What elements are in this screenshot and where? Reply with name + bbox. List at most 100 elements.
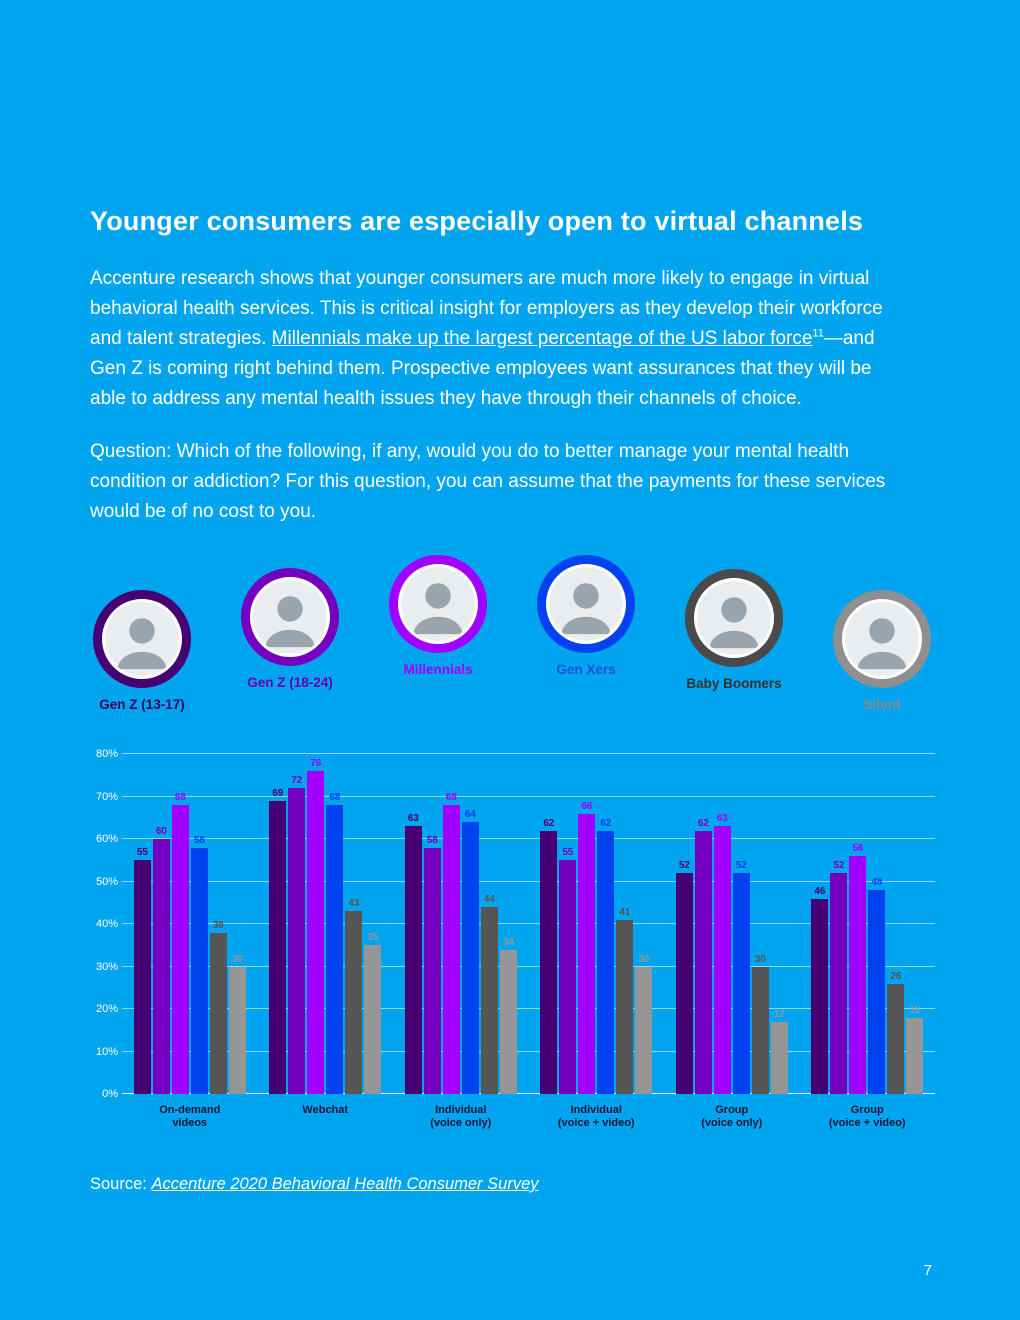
bar-rect bbox=[578, 813, 596, 1094]
y-tick-0: 0% bbox=[102, 1088, 118, 1100]
bar-rect bbox=[269, 800, 287, 1094]
category-label-6: Group (voice + video) bbox=[828, 1104, 906, 1129]
bar-rect bbox=[499, 949, 517, 1094]
avatar-ring-gen-z-18-24 bbox=[241, 568, 339, 666]
bar-millennials-group-4: 66 bbox=[578, 801, 596, 1094]
bar-rect bbox=[559, 860, 577, 1094]
y-tick-80: 80% bbox=[95, 748, 118, 760]
bar-rect bbox=[675, 873, 693, 1094]
avatar-photo-gen-z-13-17 bbox=[105, 602, 179, 676]
avatar-photo-silent bbox=[845, 602, 919, 676]
chart-category-labels: On-demand videos Webchat Individual (voice o… bbox=[122, 1104, 935, 1130]
bar-gen-z-18-24-group-4: 55 bbox=[559, 847, 577, 1094]
bar-silent-group-4: 30 bbox=[635, 953, 653, 1094]
bar-rect bbox=[461, 822, 479, 1094]
bar-gen-z-18-24-group-6: 52 bbox=[830, 860, 848, 1094]
avatar-label-baby-boomers: Baby Boomers bbox=[686, 676, 782, 691]
labor-force-link[interactable]: Millennials make up the largest percenta… bbox=[271, 328, 813, 349]
source-link[interactable]: Accenture 2020 Behavioral Health Consume… bbox=[151, 1175, 539, 1193]
bar-groups: 55 60 68 58 38 30 69 72 76 68 43 35 63 58 68 64 44 34 62 55… bbox=[122, 754, 935, 1094]
avatar-gen-xers: Gen Xers bbox=[516, 555, 656, 712]
bar-value-label: 76 bbox=[310, 758, 322, 769]
bar-rect bbox=[190, 847, 208, 1094]
bar-rect bbox=[404, 826, 422, 1094]
bar-silent-group-6: 18 bbox=[906, 1005, 924, 1094]
bar-value-label: 68 bbox=[329, 792, 341, 803]
bar-rect bbox=[868, 890, 886, 1094]
bar-rect bbox=[811, 898, 829, 1094]
bar-value-label: 41 bbox=[619, 906, 631, 918]
bar-millennials-group-1: 68 bbox=[171, 792, 189, 1094]
avatar-ring-baby-boomers bbox=[685, 569, 783, 667]
bar-baby-boomers-group-1: 38 bbox=[209, 919, 227, 1094]
bar-value-label: 62 bbox=[600, 817, 612, 829]
bar-value-label: 35 bbox=[367, 932, 379, 944]
avatar-millennials: Millennials bbox=[368, 555, 508, 712]
bar-rect bbox=[906, 1017, 924, 1094]
bar-rect bbox=[713, 826, 731, 1094]
gridline-70 bbox=[122, 795, 935, 797]
bar-rect bbox=[751, 966, 769, 1094]
avatar-gen-z-18-24: Gen Z (18-24) bbox=[220, 568, 360, 712]
bar-rect bbox=[228, 966, 246, 1094]
bar-rect bbox=[732, 873, 750, 1094]
bar-value-label: 63 bbox=[716, 813, 728, 825]
bar-gen-xers-group-3: 64 bbox=[461, 809, 479, 1094]
y-tick-10: 10% bbox=[95, 1045, 118, 1058]
bar-rect bbox=[288, 788, 306, 1094]
bar-rect bbox=[830, 873, 848, 1094]
bar-value-label: 38 bbox=[212, 919, 224, 931]
y-tick-60: 60% bbox=[95, 833, 118, 845]
avatar-photo-baby-boomers bbox=[697, 581, 771, 655]
bar-rect bbox=[540, 830, 558, 1094]
bar-rect bbox=[345, 911, 363, 1094]
bar-value-label: 48 bbox=[871, 877, 883, 888]
gridline-60 bbox=[122, 838, 935, 839]
source-prefix: Source: bbox=[90, 1175, 152, 1193]
bar-rect bbox=[635, 966, 653, 1094]
bar-value-label: 56 bbox=[852, 843, 864, 854]
bar-value-label: 30 bbox=[638, 953, 650, 965]
bar-value-label: 46 bbox=[814, 885, 826, 897]
page-number: 7 bbox=[923, 1262, 932, 1279]
avatar-ring-gen-xers bbox=[537, 555, 635, 653]
bar-millennials-group-2: 76 bbox=[307, 758, 325, 1094]
bar-gen-z-13-17-group-6: 46 bbox=[811, 885, 829, 1094]
avatar-ring-silent bbox=[833, 590, 931, 688]
bar-baby-boomers-group-3: 44 bbox=[480, 894, 498, 1094]
bar-value-label: 26 bbox=[890, 970, 902, 982]
category-label-2: Webchat bbox=[302, 1104, 349, 1116]
bar-gen-xers-group-6: 48 bbox=[868, 877, 886, 1094]
bar-value-label: 52 bbox=[735, 860, 747, 871]
bar-value-label: 69 bbox=[272, 787, 284, 799]
category-label-5: Group (voice only) bbox=[701, 1104, 763, 1129]
avatar-label-silent: Silent bbox=[863, 697, 901, 712]
bar-rect bbox=[209, 932, 227, 1094]
avatar-label-gen-z-18-24: Gen Z (18-24) bbox=[247, 675, 333, 690]
bar-millennials-group-6: 56 bbox=[849, 843, 867, 1094]
bar-rect bbox=[423, 847, 441, 1094]
gridline-50 bbox=[122, 880, 935, 882]
bar-silent-group-3: 34 bbox=[499, 936, 517, 1094]
bar-value-label: 60 bbox=[155, 826, 167, 837]
bar-group-2: 69 72 76 68 43 35 bbox=[258, 754, 394, 1094]
avatar-baby-boomers: Baby Boomers bbox=[664, 569, 804, 712]
intro-text-after: —and Gen Z is coming right behind them. … bbox=[90, 328, 875, 409]
bar-silent-group-1: 30 bbox=[228, 953, 246, 1094]
bar-value-label: 58 bbox=[193, 834, 205, 846]
bar-value-label: 52 bbox=[833, 860, 845, 871]
gridline-80 bbox=[122, 753, 935, 754]
chart-plot-area: 0% 10% 20% 30% 40% 50% 60% 70% 80% 55 60 68 58 38 30 69… bbox=[96, 748, 935, 1100]
bar-value-label: 55 bbox=[136, 847, 148, 859]
avatar-ring-gen-z-13-17 bbox=[93, 590, 191, 688]
avatar-photo-gen-xers bbox=[549, 567, 623, 641]
bar-gen-xers-group-1: 58 bbox=[190, 834, 208, 1094]
bar-gen-z-18-24-group-3: 58 bbox=[423, 835, 441, 1094]
bar-value-label: 34 bbox=[502, 936, 514, 948]
bar-value-label: 30 bbox=[231, 953, 243, 965]
bar-gen-z-13-17-group-3: 63 bbox=[404, 813, 422, 1094]
bar-rect bbox=[480, 907, 498, 1094]
bar-gen-xers-group-4: 62 bbox=[597, 817, 615, 1094]
category-label-1: On-demand videos bbox=[159, 1104, 221, 1129]
gridline-30 bbox=[122, 965, 935, 967]
